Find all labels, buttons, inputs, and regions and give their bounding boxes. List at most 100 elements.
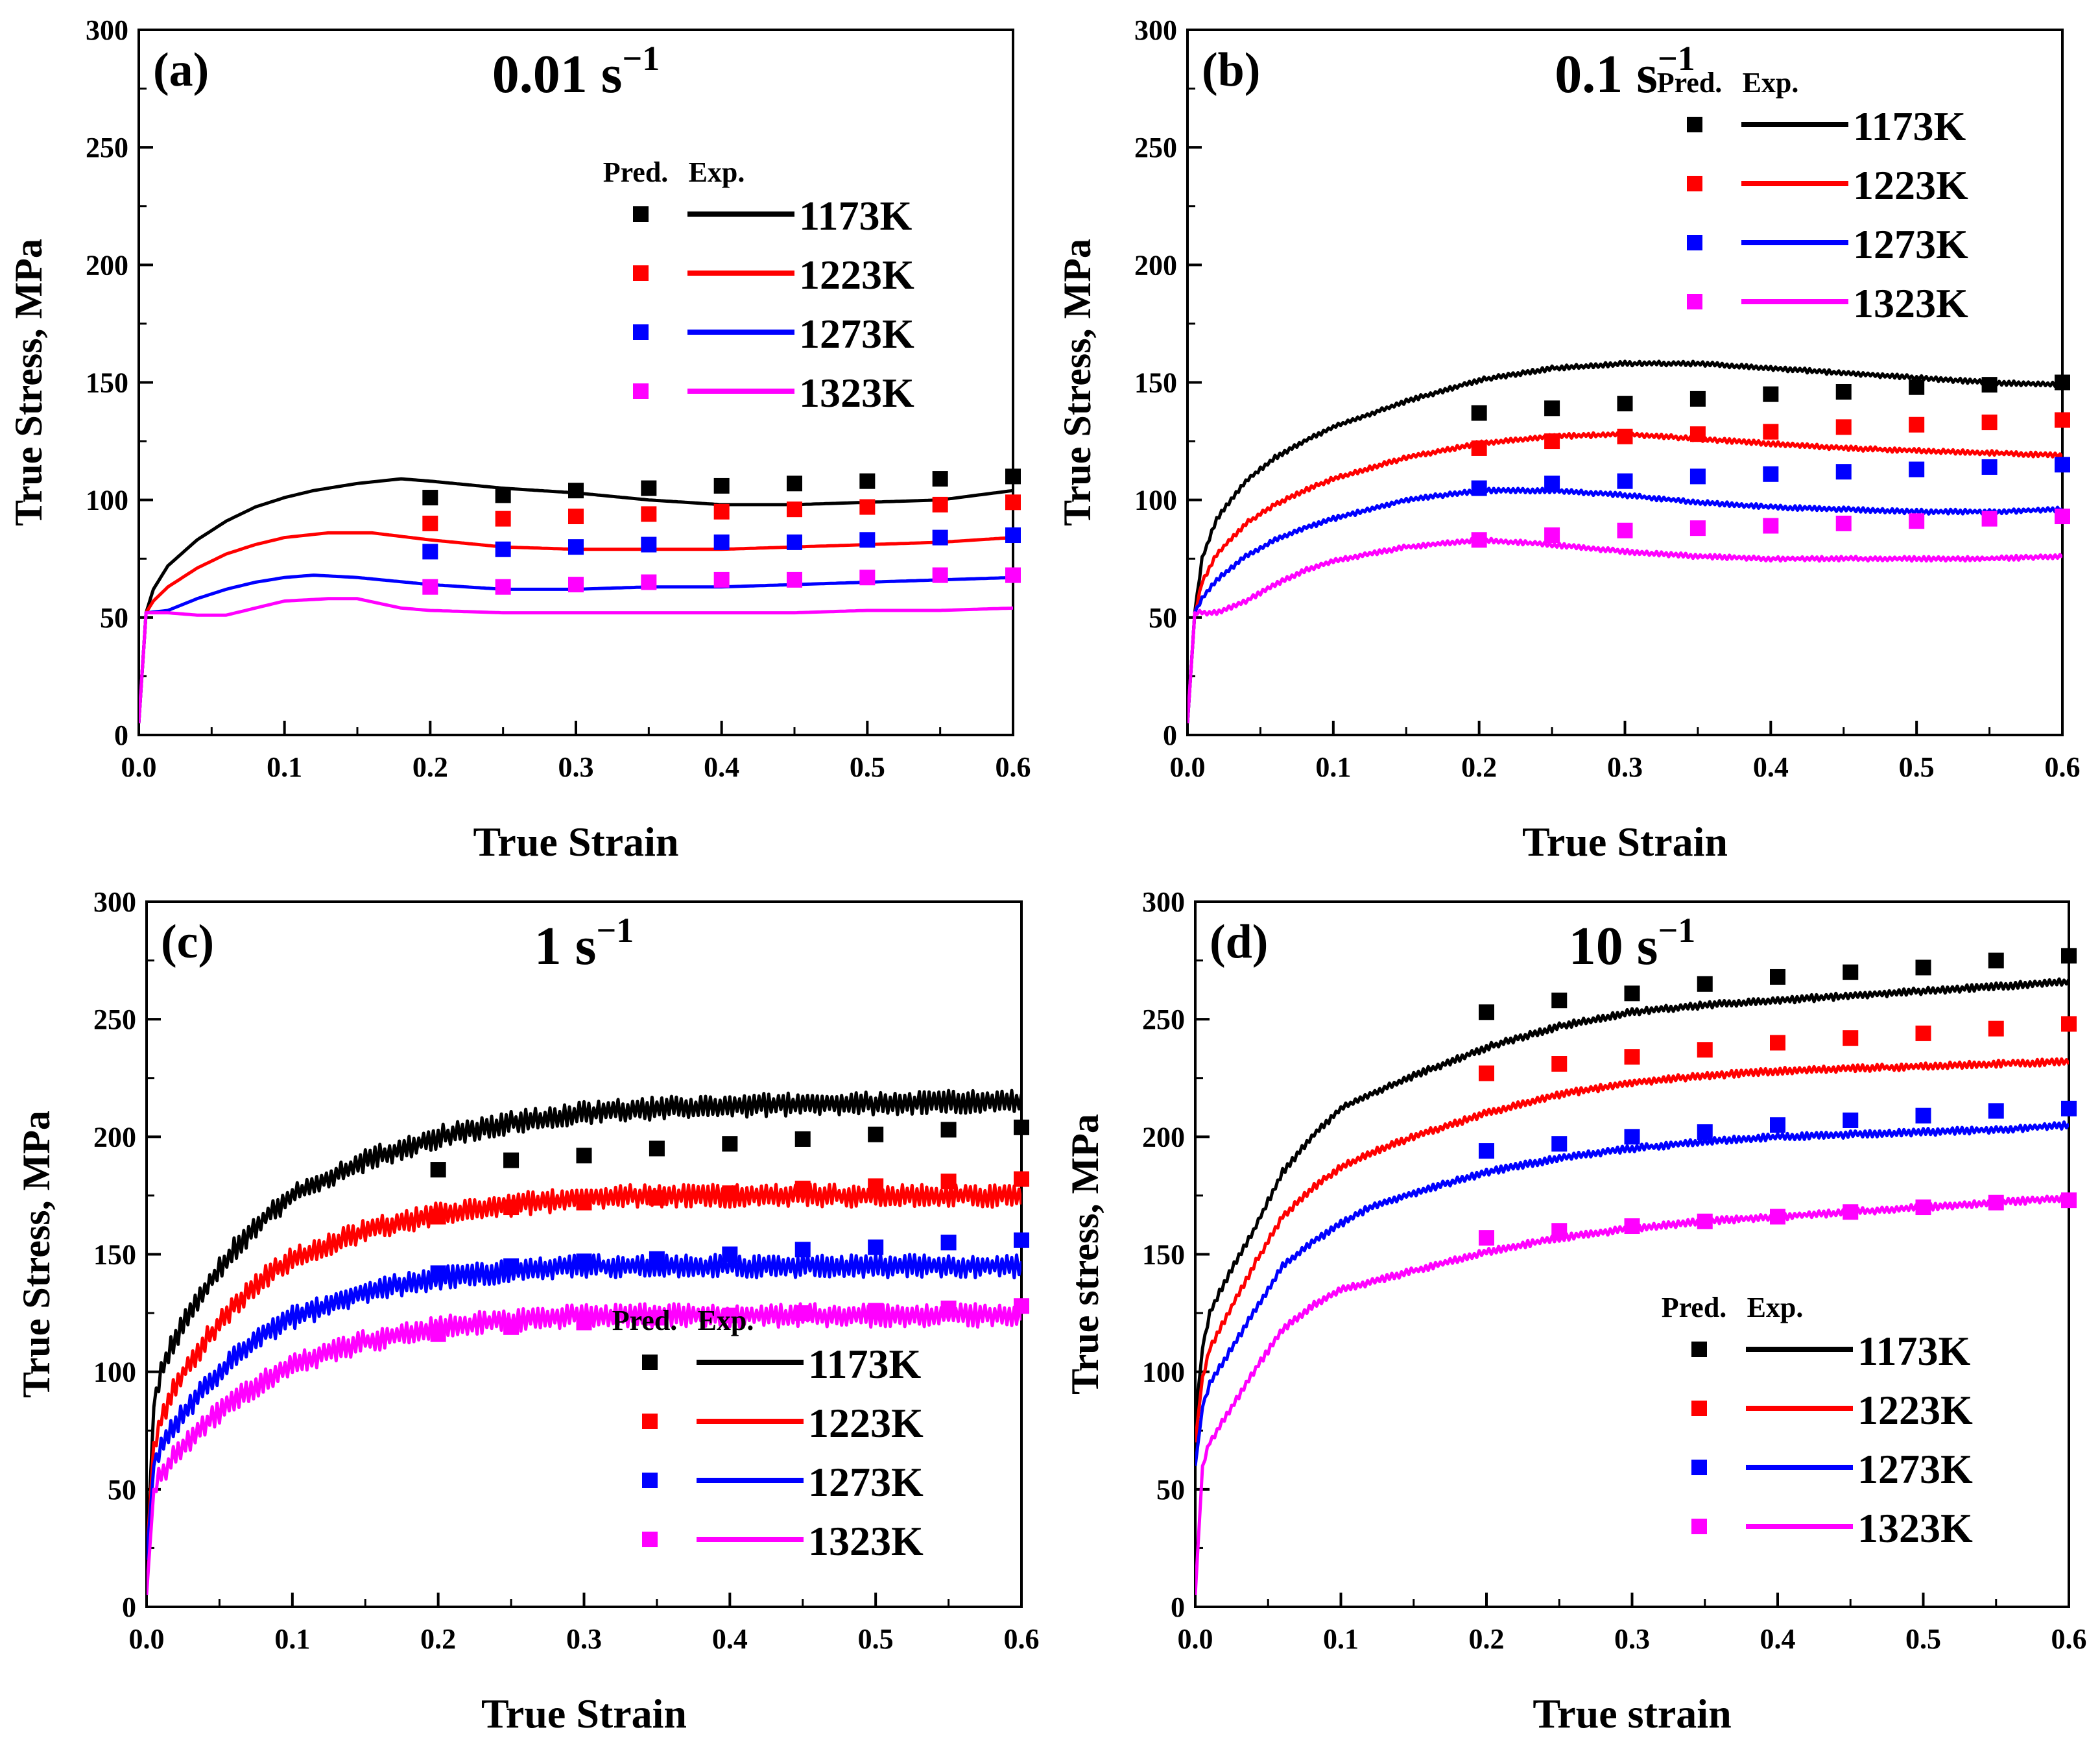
pred-point-1273K [932, 529, 948, 546]
pred-point-1273K [2055, 457, 2070, 473]
pred-point-1173K [641, 480, 657, 496]
pred-point-1323K [1544, 527, 1560, 544]
y-tick-label: 200 [93, 1121, 136, 1153]
legend-exp-header: Exp. [1747, 1292, 1804, 1323]
pred-point-1223K [859, 499, 876, 515]
pred-point-1323K [649, 1310, 665, 1326]
pred-point-1173K [430, 1162, 446, 1178]
pred-point-1223K [576, 1194, 592, 1211]
legend-label-1223K: 1223K [1857, 1387, 1973, 1433]
pred-point-1223K [430, 1209, 446, 1225]
pred-point-1223K [932, 496, 948, 512]
pred-point-1273K [713, 534, 730, 550]
legend-marker-1323K [1687, 294, 1702, 309]
pred-point-1273K [1763, 466, 1779, 482]
pred-point-1173K [503, 1152, 519, 1168]
pred-point-1173K [2055, 374, 2070, 391]
pred-point-1323K [787, 572, 802, 588]
pred-point-1323K [495, 579, 511, 595]
pred-point-1223K [1689, 426, 1706, 442]
pred-point-1273K [1843, 1112, 1859, 1128]
pred-point-1273K [1479, 1143, 1494, 1159]
y-tick-label: 50 [1156, 1474, 1185, 1506]
pred-point-1273K [1770, 1117, 1785, 1133]
legend-marker-1273K [633, 324, 649, 340]
title-superscript: −1 [596, 911, 634, 950]
pred-point-1223K [940, 1174, 957, 1190]
y-tick-label: 150 [1134, 367, 1177, 399]
x-tick-label: 0.0 [1170, 751, 1206, 783]
pred-point-1273K [1551, 1136, 1568, 1152]
y-tick-label: 300 [1134, 14, 1177, 46]
pred-point-1173K [576, 1148, 592, 1164]
panel-title: 0.01 s−1 [492, 39, 660, 104]
panel-label: (b) [1202, 43, 1260, 97]
x-tick-label: 0.2 [1461, 751, 1497, 783]
pred-point-1173K [787, 476, 802, 492]
legend-marker-1273K [1691, 1460, 1707, 1475]
x-tick-label: 0.6 [2045, 751, 2081, 783]
y-tick-label: 250 [93, 1004, 136, 1035]
pred-point-1323K [1624, 1218, 1640, 1235]
pred-point-1323K [1697, 1213, 1713, 1229]
pred-point-1223K [787, 501, 802, 518]
title-superscript: −1 [622, 39, 660, 78]
pred-point-1273K [641, 536, 657, 553]
legend-pred-header: Pred. [1662, 1292, 1727, 1323]
x-tick-label: 0.5 [858, 1623, 894, 1655]
y-tick-label: 100 [1142, 1356, 1185, 1388]
x-tick-label: 0.6 [1004, 1623, 1040, 1655]
legend-marker-1223K [1687, 176, 1702, 191]
pred-point-1323K [1014, 1298, 1029, 1314]
pred-point-1223K [503, 1199, 519, 1216]
pred-point-1173K [713, 477, 730, 494]
pred-point-1273K [1689, 468, 1706, 485]
pred-point-1323K [1843, 1204, 1859, 1220]
legend-exp-header: Exp. [689, 156, 745, 188]
pred-point-1323K [713, 572, 730, 588]
pred-point-1223K [1909, 416, 1925, 433]
legend-label-1173K: 1173K [1857, 1328, 1970, 1374]
title-base: 0.1 s [1555, 44, 1658, 104]
pred-point-1273K [1697, 1124, 1713, 1140]
legend-marker-1223K [633, 265, 649, 281]
pred-point-1323K [1471, 532, 1487, 548]
legend-marker-1173K [1691, 1342, 1707, 1357]
y-tick-label: 100 [93, 1356, 136, 1388]
pred-point-1223K [649, 1190, 665, 1206]
y-tick-label: 50 [108, 1474, 136, 1506]
pred-point-1173K [940, 1122, 957, 1138]
panel-label: (d) [1210, 915, 1268, 969]
x-tick-label: 0.1 [274, 1623, 310, 1655]
pred-point-1223K [422, 515, 438, 531]
legend-marker-1273K [642, 1473, 658, 1488]
y-tick-label: 0 [122, 1591, 136, 1623]
pred-point-1173K [1909, 379, 1925, 395]
legend-exp-header: Exp. [698, 1305, 754, 1336]
legend-label-1273K: 1273K [808, 1459, 924, 1505]
panel-label: (a) [153, 43, 209, 97]
pred-point-1223K [641, 506, 657, 522]
pred-point-1223K [1915, 1025, 1931, 1041]
pred-point-1173K [1843, 964, 1859, 980]
pred-point-1273K [422, 544, 438, 560]
pred-point-1323K [1551, 1223, 1568, 1239]
pred-point-1273K [1988, 1103, 2004, 1119]
pred-point-1273K [859, 532, 876, 548]
pred-point-1273K [576, 1253, 592, 1270]
pred-point-1173K [1689, 391, 1706, 407]
panel-title: 1 s−1 [534, 911, 634, 976]
legend-marker-1173K [642, 1355, 658, 1370]
legend-label-1173K: 1173K [799, 193, 912, 239]
pred-point-1223K [868, 1178, 884, 1194]
legend-marker-1223K [1691, 1401, 1707, 1416]
pred-point-1173K [1014, 1119, 1029, 1135]
x-tick-label: 0.5 [850, 751, 885, 783]
legend-marker-1323K [1691, 1519, 1707, 1534]
x-tick-label: 0.6 [996, 751, 1031, 783]
pred-point-1323K [1763, 518, 1779, 534]
y-tick-label: 50 [1149, 602, 1177, 634]
pred-point-1323K [503, 1319, 519, 1335]
x-tick-label: 0.3 [1614, 1623, 1650, 1655]
pred-point-1223K [495, 511, 511, 527]
